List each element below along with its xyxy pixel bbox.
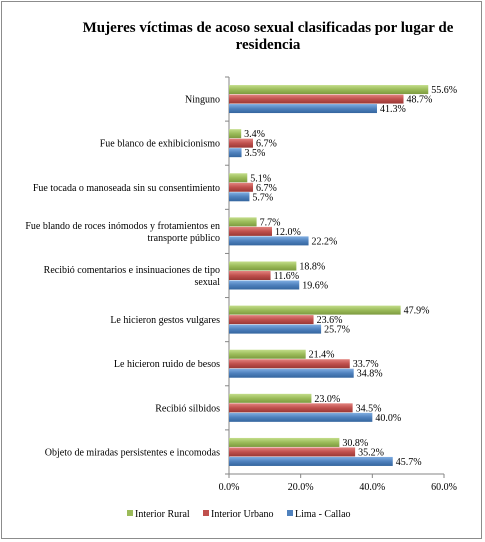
category-label: Fue blando de roces inómodos y frotamien… (25, 221, 220, 232)
data-label: 19.6% (302, 281, 328, 292)
data-label: 21.4% (309, 350, 335, 361)
x-tick-label: 20.0% (288, 482, 314, 493)
bar-interior-rural (229, 217, 257, 227)
bar-interior-rural (229, 305, 401, 315)
category-label: Fue tocada o manoseada sin su consentimi… (33, 183, 220, 194)
category-label: Fue blanco de exhibicionismo (100, 139, 220, 150)
category-label: Le hicieron gestos vulgares (110, 315, 220, 326)
bar-interior-rural (229, 349, 306, 359)
data-label: 3.4% (244, 129, 265, 140)
data-label: 12.0% (275, 227, 301, 238)
category-label: sexual (194, 277, 220, 288)
bar-interior-urbano (229, 403, 353, 413)
data-label: 35.2% (358, 447, 384, 458)
data-label: 55.6% (431, 85, 457, 96)
data-label: 25.7% (324, 325, 350, 336)
bar-interior-rural (229, 393, 312, 403)
bar-lima-callao (229, 148, 242, 158)
bar-lima-callao (229, 456, 393, 466)
data-label: 34.5% (356, 403, 382, 414)
chart-title-line-1: Mujeres víctimas de acoso sexual clasifi… (83, 20, 454, 36)
bar-interior-rural (229, 261, 297, 271)
data-label: 41.3% (380, 104, 406, 115)
data-label: 3.5% (245, 148, 266, 159)
data-label: 48.7% (407, 95, 433, 106)
data-label: 5.7% (252, 192, 273, 203)
data-label: 45.7% (396, 457, 422, 468)
category-label: Ninguno (185, 95, 220, 106)
data-label: 22.2% (312, 236, 338, 247)
data-label: 11.6% (274, 271, 299, 282)
bar-interior-urbano (229, 182, 254, 192)
bar-interior-urbano (229, 315, 314, 325)
category-label: Recibió silbidos (155, 403, 220, 414)
legend-swatch (127, 510, 133, 516)
data-label: 23.6% (317, 315, 343, 326)
bar-interior-urbano (229, 359, 350, 369)
plot-area: 0.0% 20.0% 40.0% 60.0% Ninguno 55.6%48.7%41.3… (25, 76, 457, 520)
legend-label: Lima - Callao (295, 509, 351, 520)
category-label: Le hicieron ruido de besos (114, 359, 220, 370)
bar-interior-urbano (229, 271, 271, 280)
data-label: 6.7% (256, 139, 277, 150)
x-tick-label: 40.0% (359, 482, 385, 493)
legend-label: Interior Urbano (211, 509, 273, 520)
data-label: 7.7% (260, 217, 281, 228)
legend-swatch (203, 510, 209, 516)
x-tick-label: 0.0% (219, 482, 240, 493)
data-label: 30.8% (342, 438, 368, 449)
bar-lima-callao (229, 192, 250, 202)
bar-lima-callao (229, 236, 309, 246)
data-label: 40.0% (375, 413, 401, 424)
legend-swatch (287, 510, 293, 516)
bar-interior-urbano (229, 447, 356, 457)
data-label: 47.9% (404, 306, 430, 317)
bar-lima-callao (229, 104, 377, 114)
bar-interior-rural (229, 129, 242, 139)
bar-lima-callao (229, 368, 354, 378)
chart-title: Mujeres víctimas de acoso sexual clasifi… (83, 20, 454, 53)
bar-lima-callao (229, 280, 300, 290)
bar-interior-urbano (229, 138, 254, 148)
data-label: 34.8% (357, 369, 383, 380)
category-label: transporte público (148, 233, 220, 244)
data-label: 23.0% (314, 394, 340, 405)
x-tick-label: 60.0% (431, 482, 457, 493)
bar-interior-rural (229, 437, 340, 447)
bar-lima-callao (229, 324, 322, 334)
legend-label: Interior Rural (135, 509, 190, 520)
data-label: 5.1% (250, 173, 271, 184)
chart-title-line-2: residencia (236, 37, 301, 53)
bar-interior-rural (229, 85, 429, 95)
data-label: 33.7% (353, 359, 379, 370)
category-label: Recibió comentarios e insinuaciones de t… (44, 265, 220, 276)
bar-interior-rural (229, 173, 248, 183)
data-label: 18.8% (299, 262, 325, 273)
category-label: Objeto de miradas persistentes e incomod… (45, 447, 220, 458)
bar-lima-callao (229, 412, 373, 422)
bar-interior-urbano (229, 226, 272, 236)
bar-interior-urbano (229, 94, 404, 104)
data-label: 6.7% (256, 183, 277, 194)
